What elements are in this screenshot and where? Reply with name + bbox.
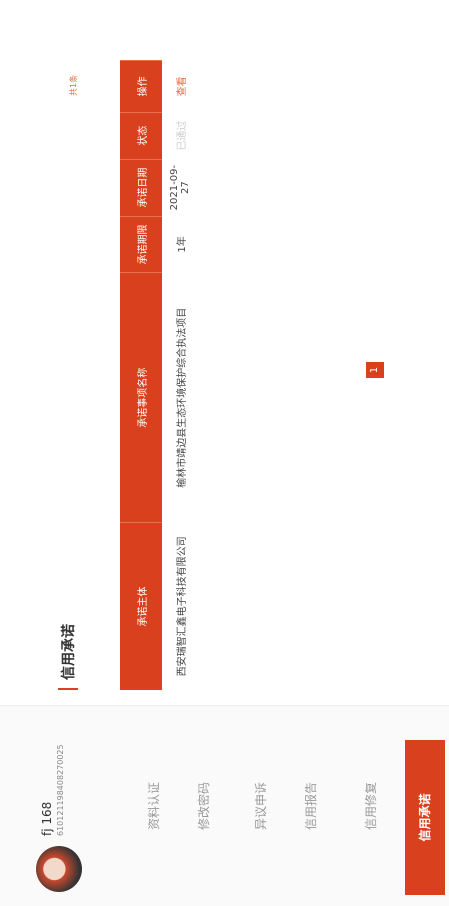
sidebar: fj 168 610121198408270025 资料认证 修改密码 异议申诉… <box>0 705 449 906</box>
cell: 西安瑞智汇鑫电子科技有限公司 <box>176 536 188 677</box>
header-cell: 承诺事项名称 <box>120 272 162 523</box>
cell: 榆林市靖边县生态环境保护综合执法项目 <box>176 307 188 488</box>
menu-item-active[interactable]: 信用承诺 <box>405 740 445 895</box>
header-cell: 承诺主体 <box>120 522 162 690</box>
avatar <box>36 846 82 892</box>
page-button[interactable]: 1 <box>366 362 384 378</box>
view-link[interactable]: 查看 <box>176 76 188 97</box>
menu-item[interactable]: 信用报告 <box>304 782 318 831</box>
header-cell: 状态 <box>120 112 162 160</box>
menu-item[interactable]: 异议申诉 <box>254 782 268 831</box>
cell: 已通过 <box>176 120 188 151</box>
header-cell: 操作 <box>120 60 162 113</box>
total-count: 共1条 <box>69 74 78 96</box>
cell: 2021-09-27 <box>169 164 191 211</box>
user-id: 610121198408270025 <box>56 744 65 836</box>
menu-item[interactable]: 修改密码 <box>197 782 211 831</box>
header-cell: 承诺期限 <box>120 216 162 273</box>
page-title: 信用承诺 <box>58 624 78 690</box>
header-row: 承诺主体 承诺事项名称 承诺期限 承诺日期 状态 操作 <box>120 60 162 690</box>
menu-item[interactable]: 资料认证 <box>147 782 161 831</box>
user-name: fj 168 <box>40 801 54 836</box>
header-cell: 承诺日期 <box>120 159 162 217</box>
menu-item[interactable]: 信用修复 <box>364 782 378 831</box>
cell: 1年 <box>176 236 188 253</box>
row: 西安瑞智汇鑫电子科技有限公司 榆林市靖边县生态环境保护综合执法项目 1年 202… <box>162 61 198 691</box>
table: 承诺主体 承诺事项名称 承诺期限 承诺日期 状态 操作 西安瑞智汇鑫电子科技有限… <box>120 60 198 690</box>
